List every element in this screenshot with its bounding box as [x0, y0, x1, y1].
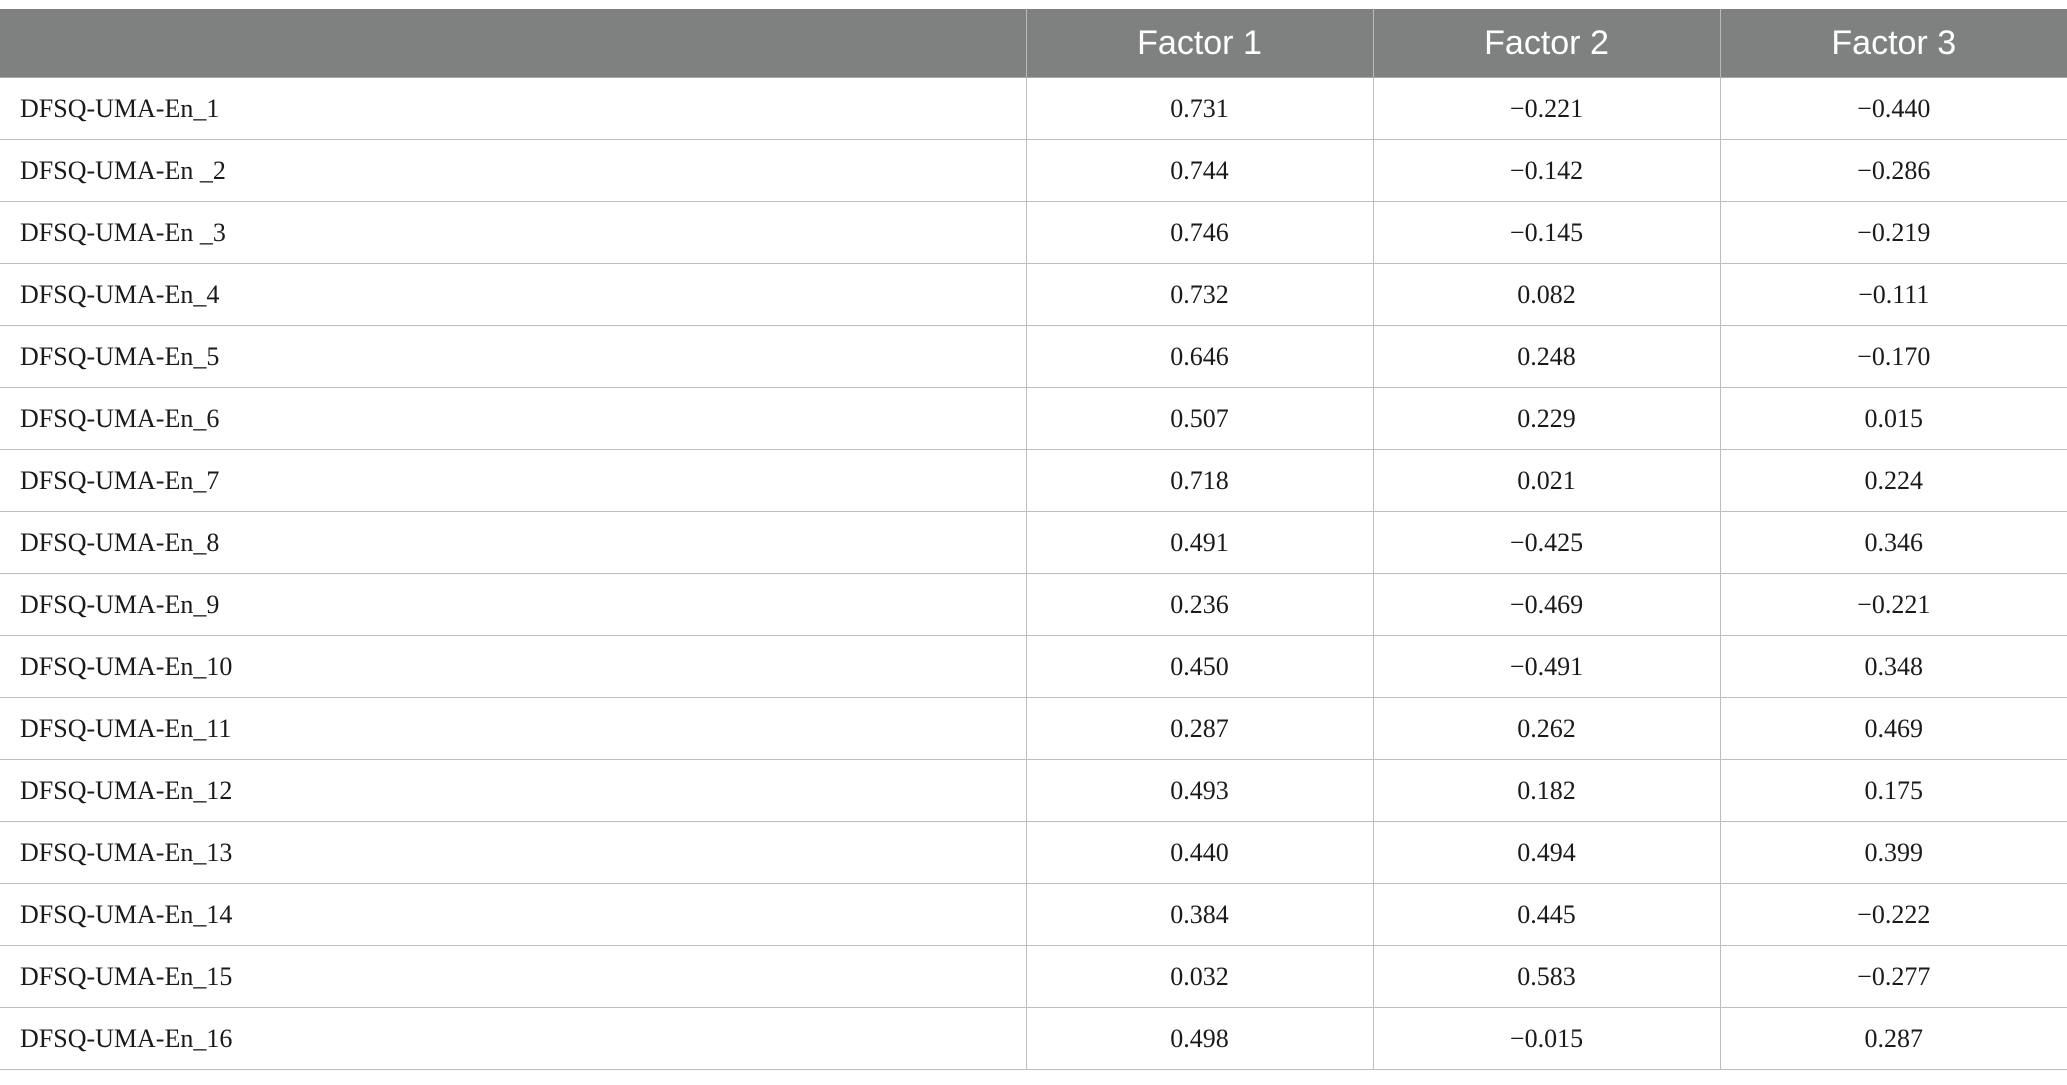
header-cell-factor-3: Factor 3	[1720, 9, 2067, 78]
factor-3-cell: 0.015	[1720, 387, 2067, 450]
factor-2-cell: 0.445	[1373, 883, 1721, 946]
table-row: DFSQ-UMA-En_5 0.646 0.248 −0.170	[0, 325, 2067, 388]
factor-1-cell: 0.491	[1026, 511, 1374, 574]
factor-2-cell: 0.021	[1373, 449, 1721, 512]
item-name-cell: DFSQ-UMA-En_7	[0, 449, 1027, 512]
factor-2-cell: −0.221	[1373, 77, 1721, 140]
table-row: DFSQ-UMA-En_6 0.507 0.229 0.015	[0, 387, 2067, 450]
factor-1-cell: 0.646	[1026, 325, 1374, 388]
factor-3-cell: −0.111	[1720, 263, 2067, 326]
factor-2-cell: −0.015	[1373, 1007, 1721, 1070]
factor-3-cell: 0.224	[1720, 449, 2067, 512]
item-name-cell: DFSQ-UMA-En_8	[0, 511, 1027, 574]
factor-1-cell: 0.236	[1026, 573, 1374, 636]
table-row: DFSQ-UMA-En_12 0.493 0.182 0.175	[0, 759, 2067, 822]
factor-1-cell: 0.732	[1026, 263, 1374, 326]
table-row: DFSQ-UMA-En_4 0.732 0.082 −0.111	[0, 263, 2067, 326]
factor-2-cell: 0.229	[1373, 387, 1721, 450]
table-row: DFSQ-UMA-En_8 0.491 −0.425 0.346	[0, 511, 2067, 574]
table-body: DFSQ-UMA-En_1 0.731 −0.221 −0.440 DFSQ-UMA-E…	[0, 77, 2067, 1070]
header-cell-item	[0, 9, 1027, 78]
factor-2-cell: 0.494	[1373, 821, 1721, 884]
factor-1-cell: 0.287	[1026, 697, 1374, 760]
factor-3-cell: −0.219	[1720, 201, 2067, 264]
item-name-cell: DFSQ-UMA-En_6	[0, 387, 1027, 450]
factor-2-cell: −0.425	[1373, 511, 1721, 574]
factor-3-cell: −0.222	[1720, 883, 2067, 946]
table-row: DFSQ-UMA-En_1 0.731 −0.221 −0.440	[0, 77, 2067, 140]
factor-2-cell: −0.491	[1373, 635, 1721, 698]
factor-3-cell: 0.348	[1720, 635, 2067, 698]
table-row: DFSQ-UMA-En _2 0.744 −0.142 −0.286	[0, 139, 2067, 202]
item-name-cell: DFSQ-UMA-En_10	[0, 635, 1027, 698]
item-name-cell: DFSQ-UMA-En_14	[0, 883, 1027, 946]
factor-2-cell: 0.082	[1373, 263, 1721, 326]
factor-2-cell: 0.583	[1373, 945, 1721, 1008]
factor-2-cell: −0.145	[1373, 201, 1721, 264]
item-name-cell: DFSQ-UMA-En_15	[0, 945, 1027, 1008]
factor-1-cell: 0.440	[1026, 821, 1374, 884]
item-name-cell: DFSQ-UMA-En_1	[0, 77, 1027, 140]
factor-loadings-table: Factor 1 Factor 2 Factor 3 DFSQ-UMA-En_1…	[0, 9, 2067, 1070]
factor-1-cell: 0.384	[1026, 883, 1374, 946]
factor-1-cell: 0.731	[1026, 77, 1374, 140]
item-name-cell: DFSQ-UMA-En_4	[0, 263, 1027, 326]
factor-3-cell: −0.221	[1720, 573, 2067, 636]
factor-3-cell: 0.346	[1720, 511, 2067, 574]
table-row: DFSQ-UMA-En_13 0.440 0.494 0.399	[0, 821, 2067, 884]
factor-2-cell: 0.262	[1373, 697, 1721, 760]
factor-3-cell: −0.277	[1720, 945, 2067, 1008]
factor-1-cell: 0.493	[1026, 759, 1374, 822]
factor-1-cell: 0.032	[1026, 945, 1374, 1008]
factor-3-cell: −0.286	[1720, 139, 2067, 202]
item-name-cell: DFSQ-UMA-En _3	[0, 201, 1027, 264]
table-row: DFSQ-UMA-En_7 0.718 0.021 0.224	[0, 449, 2067, 512]
table-header-row: Factor 1 Factor 2 Factor 3	[0, 9, 2067, 78]
factor-2-cell: −0.469	[1373, 573, 1721, 636]
header-cell-factor-2: Factor 2	[1373, 9, 1721, 78]
item-name-cell: DFSQ-UMA-En _2	[0, 139, 1027, 202]
factor-3-cell: 0.399	[1720, 821, 2067, 884]
factor-1-cell: 0.718	[1026, 449, 1374, 512]
item-name-cell: DFSQ-UMA-En_16	[0, 1007, 1027, 1070]
factor-3-cell: 0.469	[1720, 697, 2067, 760]
table-row: DFSQ-UMA-En_9 0.236 −0.469 −0.221	[0, 573, 2067, 636]
factor-1-cell: 0.450	[1026, 635, 1374, 698]
item-name-cell: DFSQ-UMA-En_5	[0, 325, 1027, 388]
table-row: DFSQ-UMA-En_10 0.450 −0.491 0.348	[0, 635, 2067, 698]
factor-3-cell: 0.175	[1720, 759, 2067, 822]
factor-1-cell: 0.498	[1026, 1007, 1374, 1070]
item-name-cell: DFSQ-UMA-En_11	[0, 697, 1027, 760]
table-row: DFSQ-UMA-En_16 0.498 −0.015 0.287	[0, 1007, 2067, 1070]
factor-loadings-table-container: Factor 1 Factor 2 Factor 3 DFSQ-UMA-En_1…	[0, 9, 2067, 1070]
factor-1-cell: 0.744	[1026, 139, 1374, 202]
factor-2-cell: −0.142	[1373, 139, 1721, 202]
item-name-cell: DFSQ-UMA-En_13	[0, 821, 1027, 884]
item-name-cell: DFSQ-UMA-En_12	[0, 759, 1027, 822]
table-row: DFSQ-UMA-En_14 0.384 0.445 −0.222	[0, 883, 2067, 946]
item-name-cell: DFSQ-UMA-En_9	[0, 573, 1027, 636]
factor-1-cell: 0.746	[1026, 201, 1374, 264]
factor-3-cell: −0.440	[1720, 77, 2067, 140]
table-row: DFSQ-UMA-En_11 0.287 0.262 0.469	[0, 697, 2067, 760]
factor-1-cell: 0.507	[1026, 387, 1374, 450]
factor-3-cell: 0.287	[1720, 1007, 2067, 1070]
table-row: DFSQ-UMA-En_15 0.032 0.583 −0.277	[0, 945, 2067, 1008]
header-cell-factor-1: Factor 1	[1026, 9, 1374, 78]
table-row: DFSQ-UMA-En _3 0.746 −0.145 −0.219	[0, 201, 2067, 264]
factor-3-cell: −0.170	[1720, 325, 2067, 388]
factor-2-cell: 0.248	[1373, 325, 1721, 388]
factor-2-cell: 0.182	[1373, 759, 1721, 822]
